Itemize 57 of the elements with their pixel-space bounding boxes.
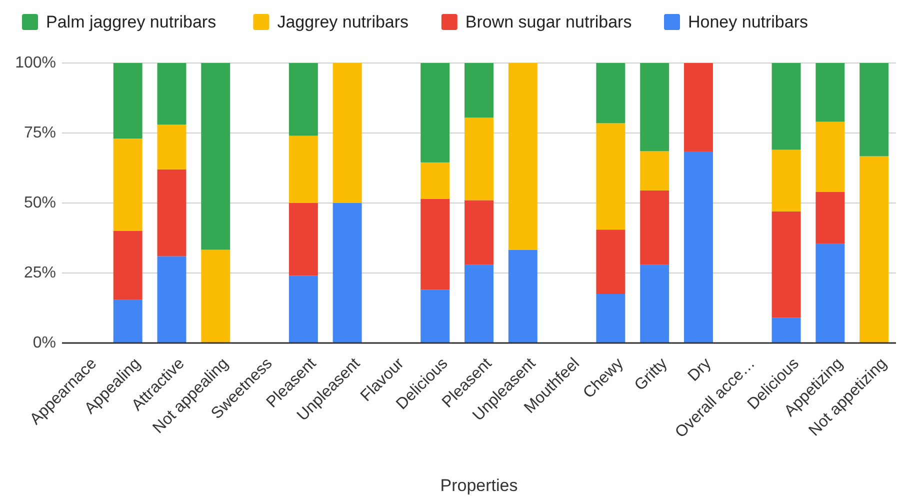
bar: [596, 123, 626, 230]
bar: [596, 294, 626, 343]
legend-label: Honey nutribars: [688, 12, 808, 32]
bar: [420, 162, 450, 199]
bar: [684, 151, 713, 343]
bar: [420, 290, 450, 343]
bar: [596, 63, 626, 124]
y-tick-label: 0%: [32, 334, 56, 352]
bar: [772, 63, 801, 150]
bar: [157, 63, 186, 125]
bar: [640, 190, 670, 265]
bar: [860, 63, 889, 156]
bar: [113, 63, 142, 139]
bar: [772, 150, 801, 212]
legend-label: Palm jaggrey nutribars: [46, 12, 216, 32]
bar: [157, 124, 186, 170]
bar: [201, 63, 230, 250]
bar: [113, 138, 142, 231]
bar: [113, 300, 142, 343]
bar: [288, 136, 318, 203]
bar: [816, 122, 845, 192]
bar: [420, 198, 450, 290]
y-tick-label: 25%: [24, 264, 56, 282]
bar: [640, 264, 670, 343]
y-tick-label: 50%: [24, 194, 56, 212]
bar: [288, 63, 318, 136]
legend-label: Jaggrey nutribars: [277, 12, 409, 32]
bar: [684, 63, 713, 152]
bar: [860, 156, 889, 343]
bar: [640, 151, 670, 190]
bar: [113, 231, 142, 300]
y-tick-label: 75%: [24, 124, 56, 142]
bar: [816, 63, 845, 122]
bar: [640, 63, 670, 152]
y-tick-label: 100%: [15, 54, 56, 72]
bar: [332, 203, 362, 343]
bar: [288, 276, 318, 343]
x-axis-title: Properties: [440, 476, 518, 495]
bar: [816, 192, 845, 244]
bar: [420, 63, 450, 162]
x-tick-label: Dry: [685, 355, 715, 385]
bar: [157, 169, 186, 256]
bar: [464, 63, 494, 118]
bar: [464, 264, 494, 343]
bar: [332, 63, 362, 203]
bar: [596, 230, 626, 294]
bar: [772, 211, 801, 318]
bar: [288, 203, 318, 276]
legend-label: Brown sugar nutribars: [465, 12, 632, 32]
bar: [201, 250, 230, 343]
bar: [772, 318, 801, 343]
bar: [157, 256, 186, 343]
bar: [816, 244, 845, 343]
bar: [464, 118, 494, 200]
bar: [508, 63, 538, 250]
bar: [508, 250, 538, 343]
bar: [464, 200, 494, 265]
